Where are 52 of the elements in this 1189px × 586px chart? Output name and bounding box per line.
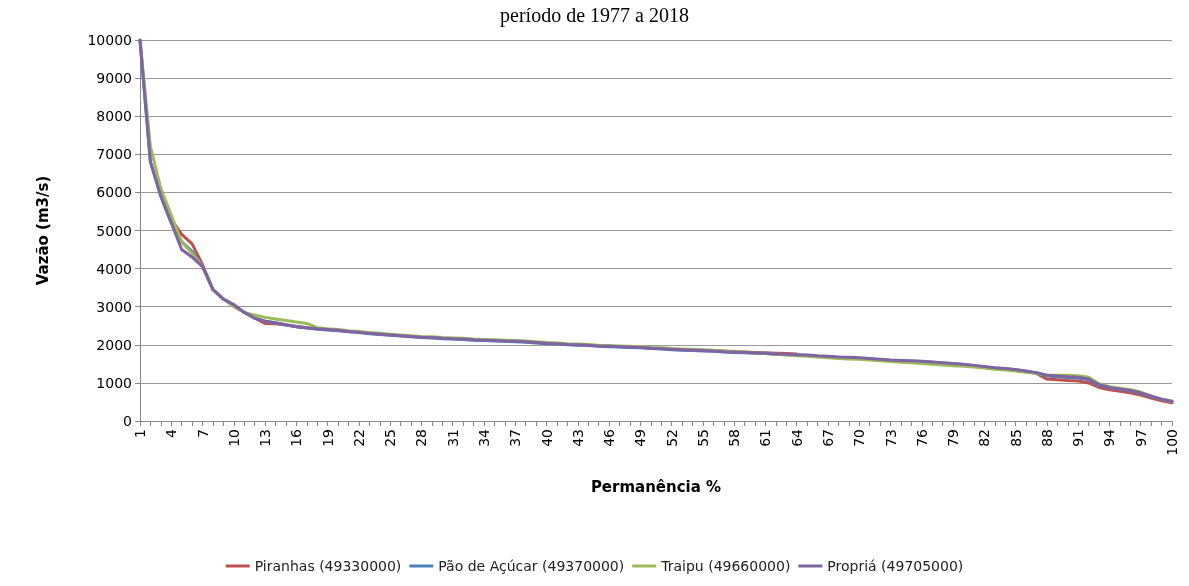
y-tick-label: 9000 bbox=[96, 70, 132, 87]
y-tick-label: 2000 bbox=[96, 336, 132, 353]
chart-title: período de 1977 a 2018 bbox=[500, 4, 689, 27]
x-axis-title: Permanência % bbox=[590, 477, 722, 496]
x-tick-label: 73 bbox=[882, 429, 899, 447]
legend-label: Traipu (49660000) bbox=[660, 558, 791, 574]
x-tick-label: 88 bbox=[1038, 429, 1055, 447]
legend-label: Propriá (49705000) bbox=[827, 558, 964, 574]
legend-label: Pão de Açúcar (49370000) bbox=[438, 558, 625, 574]
x-tick-label: 49 bbox=[632, 429, 649, 447]
x-tick-label: 13 bbox=[257, 429, 274, 447]
legend-label: Piranhas (49330000) bbox=[254, 558, 402, 574]
x-tick-label: 70 bbox=[851, 429, 868, 447]
x-tick-label: 28 bbox=[413, 429, 430, 447]
y-tick-label: 10000 bbox=[87, 32, 132, 48]
x-tick-label: 55 bbox=[694, 429, 711, 447]
x-tick-label: 16 bbox=[288, 428, 305, 447]
y-tick-label: 7000 bbox=[96, 146, 132, 163]
x-tick-label: 46 bbox=[601, 428, 618, 447]
x-tick-label: 94 bbox=[1101, 428, 1118, 447]
x-tick-label: 67 bbox=[820, 429, 836, 447]
y-tick-label: 3000 bbox=[96, 298, 132, 315]
x-tick-label: 1 bbox=[132, 429, 148, 438]
y-tick-label: 5000 bbox=[96, 222, 132, 239]
x-tick-label: 22 bbox=[350, 429, 367, 447]
x-tick-label: 25 bbox=[382, 429, 399, 447]
y-tick-label: 8000 bbox=[96, 108, 132, 125]
x-tick-label: 31 bbox=[444, 429, 461, 447]
y-tick-label: 1000 bbox=[96, 374, 132, 391]
x-tick-label: 58 bbox=[726, 429, 743, 447]
x-tick-label: 7 bbox=[194, 429, 211, 438]
x-tick-label: 52 bbox=[663, 429, 680, 447]
x-tick-label: 91 bbox=[1070, 429, 1087, 447]
x-tick-label: 10 bbox=[225, 429, 242, 447]
x-tick-label: 40 bbox=[538, 429, 555, 447]
y-tick-label: 6000 bbox=[96, 184, 132, 201]
x-tick-label: 4 bbox=[163, 428, 180, 438]
x-tick-label: 79 bbox=[945, 429, 962, 447]
x-tick-label: 76 bbox=[913, 428, 930, 447]
y-axis-title: Vazão (m3/s) bbox=[33, 175, 52, 286]
x-tick-label: 82 bbox=[976, 429, 993, 447]
x-tick-label: 43 bbox=[569, 429, 586, 447]
x-tick-label: 34 bbox=[476, 428, 492, 447]
y-tick-label: 0 bbox=[123, 413, 132, 429]
x-tick-label: 64 bbox=[788, 428, 805, 447]
x-tick-label: 97 bbox=[1132, 429, 1149, 447]
y-tick-label: 4000 bbox=[96, 260, 132, 277]
x-tick-label: 61 bbox=[757, 429, 774, 447]
x-tick-label: 37 bbox=[507, 429, 524, 447]
x-tick-label: 19 bbox=[319, 429, 336, 447]
x-tick-label: 85 bbox=[1007, 429, 1024, 447]
x-tick-label: 100 bbox=[1164, 429, 1180, 456]
